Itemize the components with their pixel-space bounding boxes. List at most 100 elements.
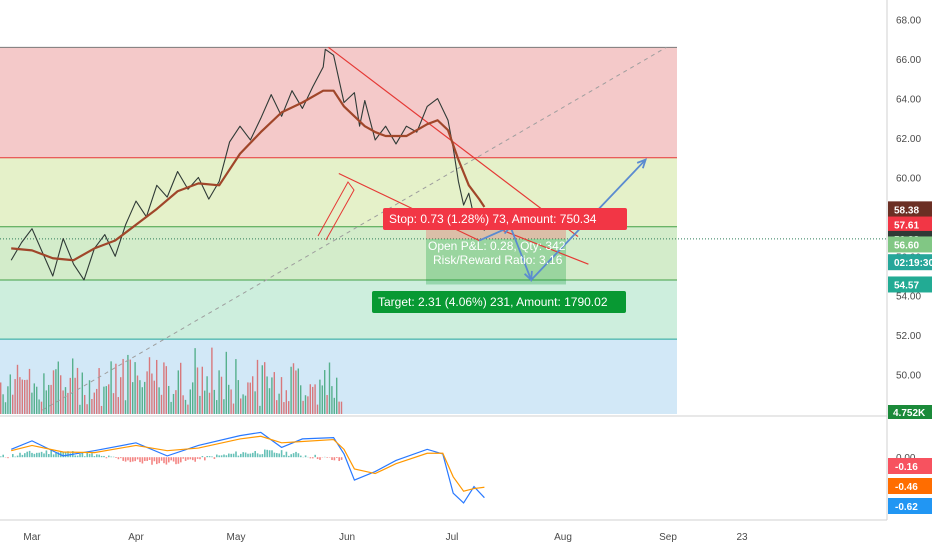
volume-bar [177,370,179,414]
macd-histogram-bar [172,457,175,462]
price-tag-text: 54.57 [894,280,919,291]
macd-histogram-bar [223,454,225,458]
price-tag-text: 58.38 [894,205,919,216]
volume-tag-text: 4.752K [893,408,926,419]
volume-bar [194,348,196,414]
volume-bar [309,384,311,414]
macd-histogram-bar [45,450,48,458]
volume-bar [268,388,271,414]
macd-histogram-bar [288,455,290,458]
volume-bar [91,399,93,414]
volume-bar [326,395,328,414]
macd-tag-text: -0.16 [895,462,918,473]
macd-histogram-bar [273,452,276,458]
macd-histogram-bar [201,456,204,458]
volume-bar [122,358,124,414]
volume-bar [0,382,2,414]
macd-histogram-bar [112,456,115,458]
macd-histogram-bar [2,454,4,458]
volume-bar [199,395,201,414]
macd-histogram-bar [333,457,336,461]
x-tick-label: Aug [554,532,572,543]
volume-histogram [0,347,343,414]
price-tag [888,254,932,271]
macd-tag [888,478,932,494]
macd-histogram-bar [110,456,112,458]
macd-histogram-bar [276,453,278,458]
macd-histogram-bar [319,457,321,460]
volume-bar [21,379,23,414]
volume-bar [134,362,136,414]
volume-bar [117,397,119,414]
y-tick-label: 52.00 [896,331,921,342]
macd-histogram-bar [91,453,93,458]
macd-histogram-bar [204,457,206,461]
volume-bar [93,392,95,414]
volume-bar [84,394,86,414]
macd-histogram-bar [146,457,148,461]
macd-histogram-bar [31,452,33,458]
macd-histogram-bar [105,457,108,459]
volume-bar [36,386,38,414]
fib-zone [0,47,677,158]
volume-bar [7,386,9,414]
macd-histogram-bar [247,453,249,458]
y-tick-label: 68.00 [896,16,921,27]
macd-histogram-bar [98,454,100,458]
volume-bar [211,347,213,414]
macd-histogram-bar [290,454,292,458]
volume-bar [81,372,83,414]
volume-bar [148,357,151,414]
macd-histogram-bar [108,455,110,458]
volume-bar [4,402,7,414]
macd-histogram-bar [55,452,57,458]
volume-bar [304,395,307,414]
volume-bar [57,361,59,414]
macd-panel [0,415,887,504]
macd-histogram-bar [206,456,208,458]
x-tick-label: Jun [339,532,355,543]
stop-label-text: Stop: 0.73 (1.28%) 73, Amount: 750.34 [389,212,597,226]
macd-histogram-bar [153,457,156,462]
macd-histogram-bar [84,456,86,458]
macd-histogram-bar [192,457,194,461]
macd-histogram-bar [28,450,31,458]
macd-histogram-bar [86,452,88,458]
volume-bar [2,394,4,414]
macd-histogram-bar [129,457,132,463]
macd-histogram-bar [278,453,280,458]
volume-bar [225,351,227,414]
y-tick-label: 54.00 [896,292,921,303]
x-tick-label: Apr [128,532,144,543]
volume-bar [196,367,199,414]
macd-histogram-bar [240,453,242,458]
macd-histogram-bar [151,457,153,465]
macd-histogram-bar [139,457,141,463]
volume-bar [328,362,331,414]
macd-histogram-bar [194,457,196,462]
macd-tag-text: -0.46 [895,482,918,493]
macd-histogram-bar [336,457,338,459]
macd-tag [888,458,932,474]
macd-histogram-bar [141,457,144,464]
macd-histogram-bar [237,455,240,458]
signal-line [11,435,485,492]
macd-histogram-bar [266,449,268,458]
volume-bar [67,392,69,414]
macd-histogram-bar [100,455,103,458]
volume-bar [292,363,295,414]
macd-histogram-bar [12,454,14,458]
macd-histogram-bar [180,457,182,463]
volume-bar [220,376,223,414]
macd-histogram-bar [304,455,307,458]
volume-bar [168,385,170,414]
volume-bar [112,393,115,414]
stop-label: Stop: 0.73 (1.28%) 73, Amount: 750.34 [383,208,627,230]
volume-bar [14,379,16,414]
price-tag [888,201,932,218]
volume-bar [280,377,283,414]
macd-histogram-bar [103,455,105,458]
volume-bar [9,374,11,414]
macd-histogram-bar [64,451,67,458]
